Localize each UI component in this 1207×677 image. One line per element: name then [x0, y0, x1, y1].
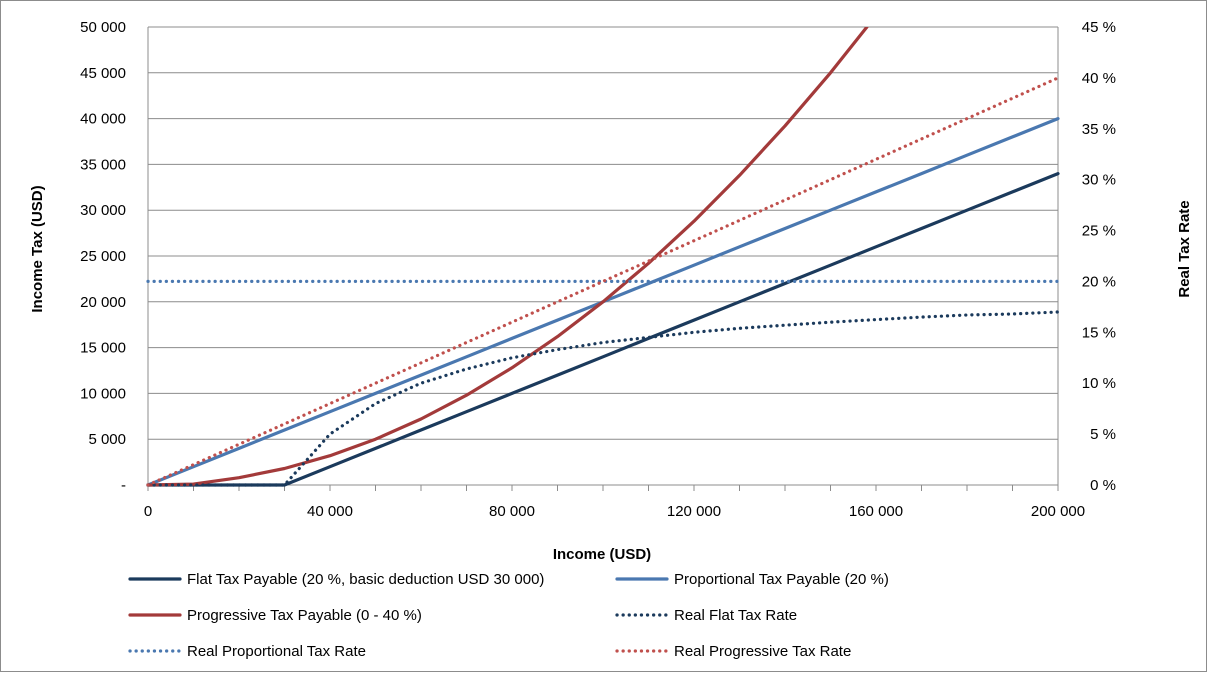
y-axis-title: Income Tax (USD)	[29, 185, 46, 312]
y-tick-labels: - 5 000 10 000 15 000 20 000 25 000 30 000 35 0…	[80, 19, 126, 494]
legend: Flat Tax Payable (20 %, basic deduction …	[128, 571, 889, 660]
x-tick-label: 40 000	[307, 503, 353, 520]
legend-label-1: Flat Tax Payable (20 %, basic deduction …	[187, 571, 544, 588]
y-tick-label: -	[121, 477, 126, 494]
y2-tick-label: 45 %	[1082, 19, 1116, 36]
y2-tick-label: 20 %	[1082, 273, 1116, 290]
x-tick-marks	[147, 485, 1059, 491]
y2-tick-label: 35 %	[1082, 121, 1116, 138]
y-tick-label: 40 000	[80, 111, 126, 128]
x-tick-label: 80 000	[489, 503, 535, 520]
x-tick-label: 160 000	[849, 503, 903, 520]
y-tick-label: 30 000	[80, 202, 126, 219]
x-tick-label: 120 000	[667, 503, 721, 520]
gridlines	[148, 26, 1058, 440]
legend-label-6: Real Progressive Tax Rate	[674, 643, 851, 660]
legend-label-2: Proportional Tax Payable (20 %)	[674, 571, 889, 588]
y2-tick-label: 0 %	[1090, 477, 1116, 494]
y2-tick-labels: 0 % 5 % 10 % 15 % 20 % 25 % 30 % 35 % 40 % 45 %	[1082, 19, 1116, 494]
y2-tick-label: 25 %	[1082, 223, 1116, 240]
y-tick-label: 10 000	[80, 385, 126, 402]
y2-tick-label: 5 %	[1090, 426, 1116, 443]
y-tick-label: 25 000	[80, 248, 126, 265]
y2-tick-label: 15 %	[1082, 324, 1116, 341]
series-line-4	[146, 310, 1060, 487]
legend-label-5: Real Proportional Tax Rate	[187, 643, 366, 660]
y-tick-label: 45 000	[80, 65, 126, 82]
legend-label-3: Progressive Tax Payable (0 - 40 %)	[187, 607, 422, 624]
y2-axis-title: Real Tax Rate	[1176, 200, 1193, 297]
x-tick-label: 0	[144, 503, 152, 520]
y-tick-label: 50 000	[80, 19, 126, 36]
y2-tick-label: 40 %	[1082, 70, 1116, 87]
legend-label-4: Real Flat Tax Rate	[674, 607, 797, 624]
series-lines	[146, 27, 1060, 487]
series-line-3	[146, 27, 869, 487]
y-tick-label: 5 000	[88, 431, 126, 448]
y2-tick-label: 10 %	[1082, 375, 1116, 392]
y-tick-label: 15 000	[80, 340, 126, 357]
y-tick-label: 20 000	[80, 294, 126, 311]
y2-tick-label: 30 %	[1082, 172, 1116, 189]
series-line-1	[146, 172, 1060, 487]
x-tick-label: 200 000	[1031, 503, 1085, 520]
x-axis-title: Income (USD)	[553, 546, 651, 563]
y-tick-label: 35 000	[80, 156, 126, 173]
series-line-6	[146, 76, 1060, 487]
x-tick-labels: 0 40 000 80 000 120 000 160 000 200 000	[144, 503, 1085, 520]
